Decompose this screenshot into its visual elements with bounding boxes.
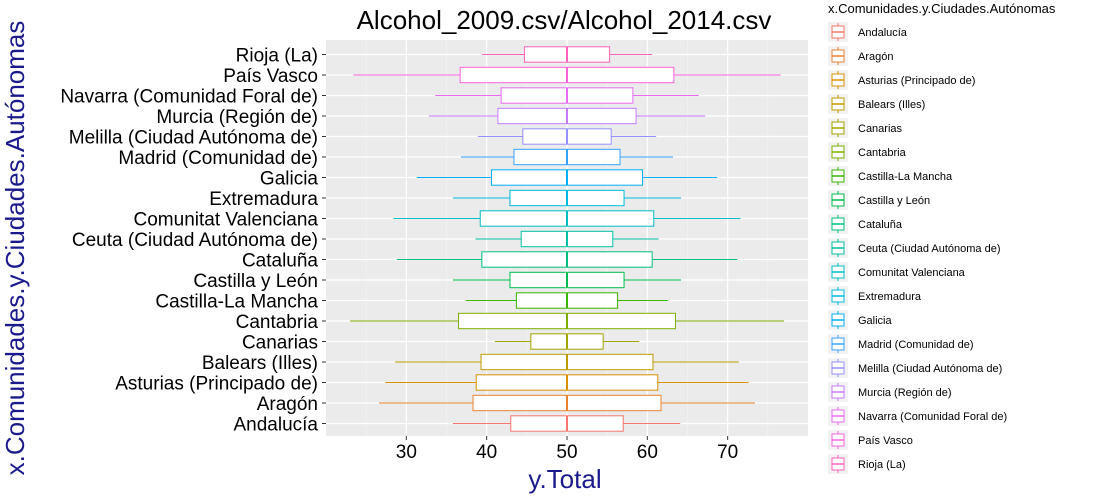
boxplot-canarias: [494, 333, 640, 350]
legend: Andalucía Aragón Asturias (Principado de) B…: [828, 22, 1007, 474]
legend-item: Extremadura: [828, 286, 922, 306]
x-axis-title: y.Total: [528, 464, 601, 494]
legend-label: Comunitat Valenciana: [858, 267, 966, 279]
legend-item: Asturias (Principado de): [828, 70, 975, 90]
legend-item: Castilla y León: [828, 190, 930, 210]
boxplot-comunitat-valenciana: [393, 210, 741, 227]
legend-label: Castilla-La Mancha: [858, 171, 953, 183]
boxplot-cantabria: [350, 312, 784, 330]
y-tick-label: Balears (Illes): [202, 353, 318, 374]
y-tick-label: Cataluña: [242, 251, 318, 272]
legend-item: Castilla-La Mancha: [828, 166, 953, 186]
y-axis-title: x.Comunidades.y.Ciudades.Autónomas: [0, 21, 30, 476]
y-tick-label: Comunitat Valenciana: [134, 210, 319, 231]
legend-item: Navarra (Comunidad Foral de): [828, 406, 1007, 426]
legend-item: Murcia (Región de): [828, 382, 952, 402]
y-tick-label: Castilla-La Mancha: [155, 292, 318, 313]
legend-item: Andalucía: [828, 22, 908, 42]
y-tick-label: Rioja (La): [236, 46, 318, 67]
legend-title: x.Comunidades.y.Ciudades.Autónomas: [828, 1, 1056, 16]
legend-label: Ceuta (Ciudad Autónoma de): [858, 243, 1000, 255]
legend-label: Navarra (Comunidad Foral de): [858, 411, 1007, 423]
legend-label: Madrid (Comunidad de): [858, 339, 974, 351]
plot-panel: [326, 40, 808, 436]
boxplot-navarra-comunidad-foral-de: [435, 87, 699, 104]
legend-item: Cantabria: [828, 142, 907, 162]
legend-label: Cantabria: [858, 147, 907, 159]
legend-label: Asturias (Principado de): [858, 75, 975, 87]
y-tick-label: Madrid (Comunidad de): [118, 148, 318, 169]
boxplot-melilla-ciudad-aut-noma-de: [477, 128, 657, 145]
boxplot-rioja-la: [481, 46, 653, 63]
legend-item: Balears (Illes): [828, 94, 925, 114]
legend-item: País Vasco: [828, 430, 913, 450]
boxplot-balears-illes: [395, 353, 739, 371]
y-tick-label: Ceuta (Ciudad Autónoma de): [72, 230, 318, 251]
x-tick-label: 30: [396, 442, 417, 463]
boxplot-galicia: [416, 169, 718, 186]
y-tick-label: Aragón: [257, 394, 318, 415]
legend-item: Rioja (La): [828, 454, 906, 474]
y-tick-label: Cantabria: [236, 312, 319, 333]
y-tick-label: Castilla y León: [193, 271, 318, 292]
boxplot-pa-s-vasco: [353, 66, 781, 84]
legend-label: País Vasco: [858, 435, 913, 447]
legend-label: Aragón: [858, 51, 893, 63]
legend-label: Extremadura: [858, 291, 922, 303]
boxplot-castilla-y-le-n: [452, 271, 682, 289]
legend-label: Castilla y León: [858, 195, 930, 207]
legend-item: Ceuta (Ciudad Autónoma de): [828, 238, 1000, 258]
y-tick-label: Galicia: [260, 169, 319, 190]
x-tick-label: 50: [556, 442, 577, 463]
y-tick-label: Asturias (Principado de): [115, 374, 318, 395]
boxplot-andaluc-a: [452, 415, 681, 432]
legend-item: Galicia: [828, 310, 893, 330]
y-tick-label: Navarra (Comunidad Foral de): [60, 87, 318, 108]
legend-label: Andalucía: [858, 27, 908, 39]
y-tick-label: Melilla (Ciudad Autónoma de): [69, 128, 318, 149]
boxplot-extremadura: [452, 189, 682, 207]
legend-label: Cataluña: [858, 219, 903, 231]
x-tick-label: 60: [637, 442, 658, 463]
legend-label: Galicia: [858, 315, 893, 327]
y-tick-label: País Vasco: [223, 66, 318, 87]
boxplot-ceuta-ciudad-aut-noma-de: [475, 230, 659, 248]
boxplot-madrid-comunidad-de: [460, 148, 674, 166]
boxplot-asturias-principado-de: [385, 374, 749, 391]
x-axis-tick-labels: 30 40 50 60 70: [396, 436, 738, 463]
x-tick-label: 40: [476, 442, 497, 463]
legend-item: Cataluña: [828, 214, 903, 234]
y-tick-label: Andalucía: [233, 415, 318, 436]
chart-title: Alcohol_2009.csv/Alcohol_2014.csv: [357, 5, 772, 35]
legend-label: Balears (Illes): [858, 99, 925, 111]
boxplot-murcia-regi-n-de: [428, 107, 706, 125]
y-tick-label: Canarias: [242, 333, 318, 354]
legend-item: Comunitat Valenciana: [828, 262, 966, 282]
legend-label: Canarias: [858, 123, 903, 135]
legend-item: Madrid (Comunidad de): [828, 334, 974, 354]
boxplot-arag-n: [379, 394, 755, 412]
y-tick-label: Murcia (Región de): [156, 107, 318, 128]
boxplot-catalu-a: [396, 251, 738, 268]
y-tick-label: Extremadura: [209, 189, 318, 210]
legend-label: Rioja (La): [858, 459, 906, 471]
legend-label: Melilla (Ciudad Autónoma de): [858, 363, 1002, 375]
legend-item: Aragón: [828, 46, 893, 66]
x-tick-label: 70: [717, 442, 738, 463]
boxplot-castilla-la-mancha: [465, 292, 669, 309]
legend-label: Murcia (Región de): [858, 387, 952, 399]
legend-item: Melilla (Ciudad Autónoma de): [828, 358, 1002, 378]
legend-item: Canarias: [828, 118, 903, 138]
